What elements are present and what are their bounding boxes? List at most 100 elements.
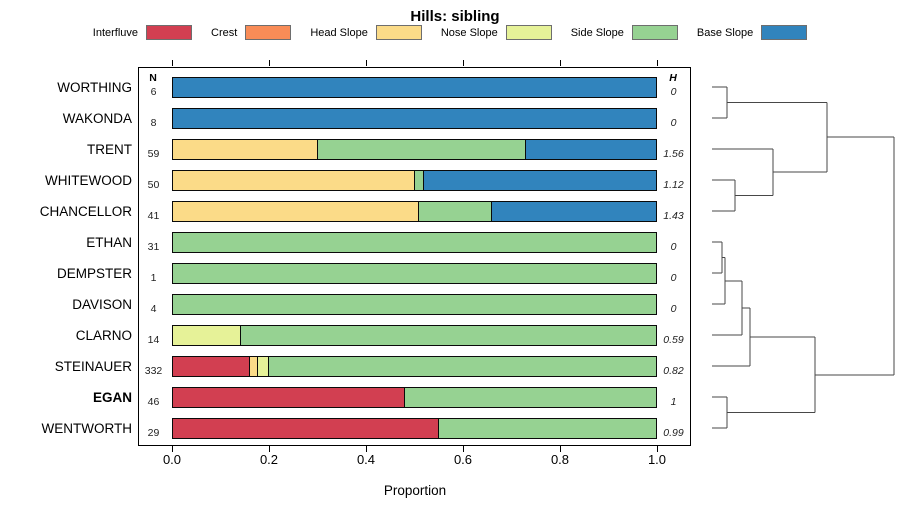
axis-tick-bottom [559,446,561,452]
row-label: CHANCELLOR [39,203,132,219]
axis-tick-top [559,60,561,66]
legend-item-side-slope: Side Slope [571,25,678,40]
bar-segment-head-slope [173,201,420,221]
stacked-bar [172,386,657,408]
row-label: CLARNO [75,327,132,343]
h-value: 0 [670,272,677,284]
row-label: STEINAUER [54,358,132,374]
axis-tick-bottom [268,446,270,452]
bar-segment-side-slope [268,356,656,376]
stacked-bar [172,355,657,377]
axis-tick-label: 0.6 [453,452,473,467]
bar-segment-side-slope [317,139,526,159]
legend-item-nose-slope: Nose Slope [441,25,552,40]
n-value: 29 [147,427,160,439]
bar-segment-side-slope [414,170,425,190]
stacked-bar [172,138,657,160]
chart-title: Hills: sibling [410,8,500,25]
bar-segment-side-slope [173,232,656,252]
h-value: 0.99 [663,427,684,439]
axis-tick-label: 1.0 [647,452,667,467]
axis-tick-label: 0.4 [356,452,376,467]
n-value: 4 [150,303,157,315]
h-value: 1.43 [663,210,684,222]
plot-area [138,67,691,446]
n-column-header: N [149,72,157,84]
legend-label: Interfluve [92,26,139,39]
row-label: WHITEWOOD [45,172,132,188]
row-label: DEMPSTER [56,265,132,281]
row-label: WORTHING [57,79,132,95]
axis-tick-top [268,60,270,66]
axis-tick-top [656,60,658,66]
axis-tick-label: 0.2 [259,452,279,467]
h-column-header: H [669,72,677,84]
stacked-bar [172,107,657,129]
bar-segment-interfluve [173,418,439,438]
legend-item-crest: Crest [211,25,292,40]
axis-tick-bottom [656,446,658,452]
axis-tick-label: 0.0 [162,452,182,467]
row-label: WAKONDA [62,110,132,126]
stacked-bar [172,293,657,315]
bar-segment-base-slope [525,139,656,159]
legend-label: Crest [211,26,238,39]
axis-tick-label: 0.8 [550,452,570,467]
axis-tick-top [462,60,464,66]
h-value: 1.12 [663,179,684,191]
h-value: 0 [670,117,677,129]
bar-segment-side-slope [404,387,656,407]
row-label: ETHAN [86,234,132,250]
legend-swatch [505,25,552,40]
h-value: 0 [670,241,677,253]
bar-segment-interfluve [173,356,251,376]
bar-segment-side-slope [438,418,656,438]
legend: Interfluve Crest Head Slope Nose Slope Side … [0,25,900,40]
stacked-bar [172,76,657,98]
bar-segment-base-slope [173,77,656,97]
axis-tick-top [365,60,367,66]
bar-segment-side-slope [173,294,656,314]
row-label: WENTWORTH [41,420,133,436]
stacked-bar [172,169,657,191]
stacked-bar [172,231,657,253]
legend-label: Nose Slope [440,26,498,39]
x-axis-label: Proportion [383,483,447,498]
n-value: 1 [150,272,157,284]
h-value: 1.56 [663,148,684,160]
stacked-bar [172,417,657,439]
legend-swatch [761,25,808,40]
n-value: 59 [147,148,160,160]
axis-tick-bottom [462,446,464,452]
row-label: TRENT [87,141,132,157]
n-value: 8 [150,117,157,129]
row-label: DAVISON [72,296,132,312]
n-value: 41 [147,210,160,222]
bar-segment-base-slope [173,108,656,128]
legend-label: Base Slope [696,26,754,39]
legend-swatch [631,25,678,40]
bar-segment-nose-slope [173,325,241,345]
bar-segment-side-slope [173,263,656,283]
n-value: 50 [147,179,160,191]
stacked-bar [172,262,657,284]
legend-label: Side Slope [570,26,624,39]
row-label: EGAN [92,389,132,405]
h-value: 1 [670,396,677,408]
bar-segment-side-slope [240,325,656,345]
legend-item-base-slope: Base Slope [696,25,808,40]
legend-swatch [375,25,422,40]
axis-tick-bottom [171,446,173,452]
bar-segment-interfluve [173,387,405,407]
legend-label: Head Slope [310,26,368,39]
h-value: 0 [670,86,677,98]
h-value: 0.59 [663,334,684,346]
h-value: 0.82 [663,365,684,377]
legend-swatch [146,25,193,40]
stacked-bar [172,324,657,346]
bar-segment-base-slope [424,170,656,190]
bar-segment-nose-slope [258,356,269,376]
legend-swatch [245,25,292,40]
